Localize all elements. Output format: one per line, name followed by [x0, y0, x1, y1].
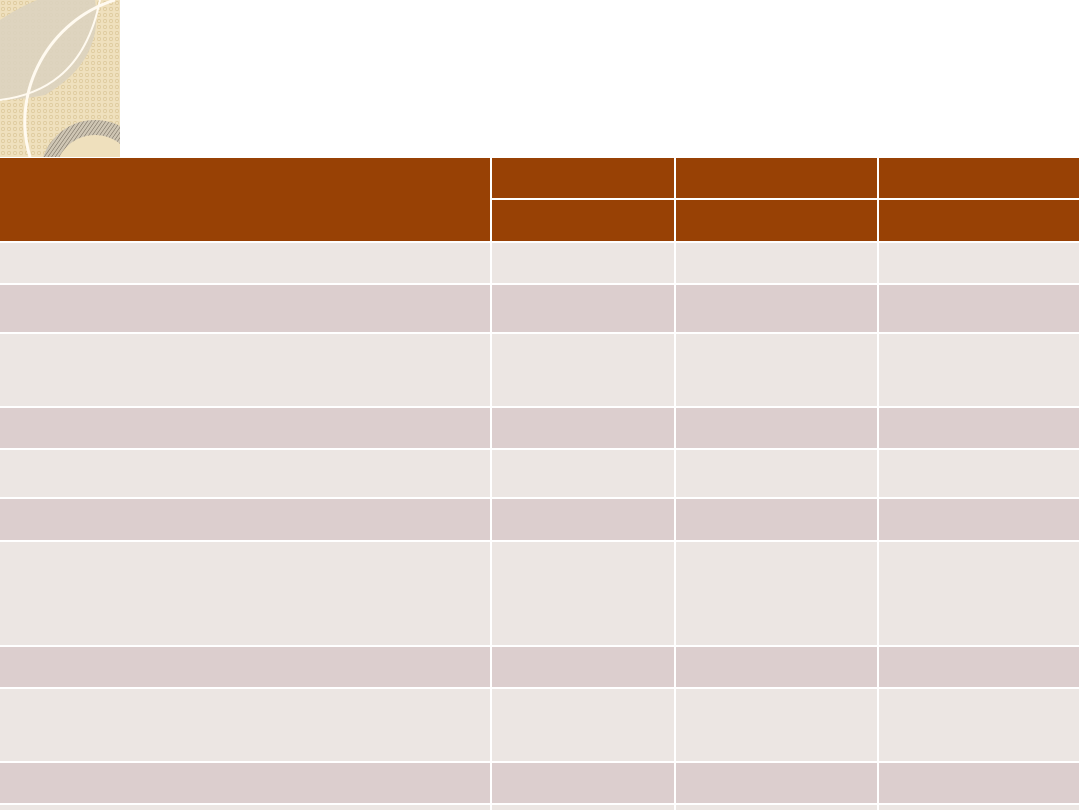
- table: [0, 158, 1079, 810]
- header-cell: [879, 200, 1079, 241]
- table-cell: [492, 542, 674, 645]
- table-cell: [0, 450, 490, 497]
- table-cell: [879, 243, 1079, 283]
- decoration: [0, 0, 120, 157]
- table-cell: [492, 285, 674, 332]
- table-cell: [492, 805, 674, 810]
- table-cell: [492, 689, 674, 761]
- table-cell: [0, 542, 490, 645]
- table-cell: [0, 689, 490, 761]
- table-cell: [676, 285, 877, 332]
- header-cell: [492, 158, 674, 198]
- table-cell: [492, 408, 674, 448]
- header-cell: [0, 158, 490, 241]
- table-cell: [0, 285, 490, 332]
- header-cell: [676, 200, 877, 241]
- table-cell: [676, 334, 877, 406]
- table-cell: [0, 334, 490, 406]
- table-cell: [676, 408, 877, 448]
- table-cell: [676, 805, 877, 810]
- table-cell: [492, 499, 674, 540]
- table-cell: [879, 689, 1079, 761]
- header-cell: [879, 158, 1079, 198]
- table-cell: [0, 408, 490, 448]
- table-cell: [879, 805, 1079, 810]
- table-cell: [0, 805, 490, 810]
- table-cell: [676, 499, 877, 540]
- table-cell: [879, 285, 1079, 332]
- table-cell: [492, 450, 674, 497]
- table-cell: [492, 763, 674, 803]
- table-cell: [492, 243, 674, 283]
- table-cell: [879, 450, 1079, 497]
- table-cell: [676, 689, 877, 761]
- table-cell: [676, 450, 877, 497]
- table-cell: [0, 499, 490, 540]
- table-cell: [879, 499, 1079, 540]
- table-cell: [879, 647, 1079, 687]
- table-cell: [492, 334, 674, 406]
- table-cell: [879, 763, 1079, 803]
- table-cell: [492, 647, 674, 687]
- table-cell: [676, 542, 877, 645]
- table-cell: [879, 408, 1079, 448]
- table-cell: [676, 763, 877, 803]
- table-cell: [676, 647, 877, 687]
- table-cell: [676, 243, 877, 283]
- table-cell: [0, 647, 490, 687]
- table-cell: [0, 243, 490, 283]
- header-cell: [676, 158, 877, 198]
- table-cell: [879, 542, 1079, 645]
- header-cell: [492, 200, 674, 241]
- table-cell: [879, 334, 1079, 406]
- table-cell: [0, 763, 490, 803]
